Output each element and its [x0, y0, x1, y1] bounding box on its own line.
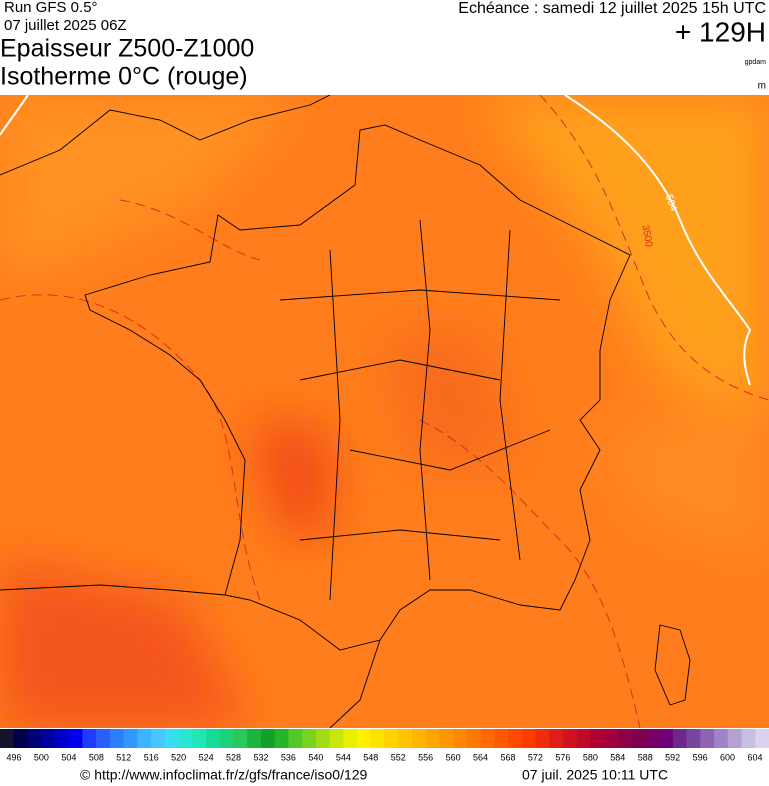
colorbar-cell: [617, 729, 633, 748]
colorbar-label: 584: [610, 752, 625, 762]
colorbar-label: 536: [281, 752, 296, 762]
colorbar-cell: [508, 729, 523, 748]
colorbar-cell: [370, 729, 385, 748]
colorbar-label: 548: [363, 752, 378, 762]
colorbar-cell: [260, 729, 276, 748]
colorbar-label: 572: [528, 752, 543, 762]
colorbar-cell: [164, 729, 180, 748]
colorbar-cell: [741, 729, 756, 748]
colorbar-label: 560: [446, 752, 461, 762]
colorbar-label: 516: [144, 752, 159, 762]
colorbar-cell: [13, 729, 28, 748]
colorbar-cell: [521, 729, 537, 748]
colorbar-label: 496: [6, 752, 21, 762]
colorbar-cell: [178, 729, 193, 748]
colorbar-label: 552: [391, 752, 406, 762]
colorbar-label: 504: [61, 752, 76, 762]
colorbar-label: 556: [418, 752, 433, 762]
colorbar-cell: [137, 729, 152, 748]
colorbar-cell: [288, 729, 303, 748]
colorbar-cell: [151, 729, 166, 748]
colorbar-cell: [425, 729, 440, 748]
colorbar-cell: [714, 729, 729, 748]
colorbar-cell: [233, 729, 248, 748]
colorbar-cell: [54, 729, 70, 748]
unit: m: [758, 81, 766, 92]
colorbar-cell: [82, 729, 97, 748]
colorbar-cell: [27, 729, 42, 748]
colorbar-cell: [672, 729, 688, 748]
colorbar-cell: [727, 729, 743, 748]
colorbar-label: 604: [747, 752, 762, 762]
colorbar-cell: [576, 729, 591, 748]
colorbar-label: 576: [555, 752, 570, 762]
colorbar-label: 544: [336, 752, 351, 762]
colorbar-cell: [631, 729, 646, 748]
colorbar-label: 592: [665, 752, 680, 762]
run-label: Run GFS 0.5°: [4, 0, 98, 16]
colorbar-label: 508: [89, 752, 104, 762]
colorbar-cell: [205, 729, 221, 748]
colorbar-label: 600: [720, 752, 735, 762]
colorbar-cell: [563, 729, 578, 748]
colorbar-label: 580: [583, 752, 598, 762]
colorbar-cell: [41, 729, 56, 748]
colorbar-cell: [453, 729, 468, 748]
colorbar-cell: [343, 729, 358, 748]
colorbar-label: 512: [116, 752, 131, 762]
colorbar-cell: [700, 729, 715, 748]
colorbar-cell: [357, 729, 372, 748]
colorbar-cell: [535, 729, 550, 748]
colorbar-label: 520: [171, 752, 186, 762]
colorbar-label: 524: [199, 752, 214, 762]
run-date: 07 juillet 2025 06Z: [4, 17, 127, 34]
colorbar-cell: [219, 729, 234, 748]
colorbar-cell: [411, 729, 427, 748]
contour-label: 3500: [639, 224, 654, 248]
colorbar-cell: [686, 729, 701, 748]
colorbar-cell: [439, 729, 454, 748]
colorbar-label: 500: [34, 752, 49, 762]
colorbar-cell: [274, 729, 289, 748]
colorbar-cell: [604, 729, 619, 748]
colorbar-cell: [384, 729, 399, 748]
lead-time: + 129H: [675, 16, 766, 47]
colorbar-cell: [315, 729, 331, 748]
colorbar-cell: [123, 729, 138, 748]
colorbar-cell: [755, 729, 769, 748]
title-line: Epaisseur Z500-Z1000: [0, 35, 254, 63]
colorbar-cell: [398, 729, 413, 748]
colorbar-cell: [645, 729, 660, 748]
colorbar-label: 564: [473, 752, 488, 762]
colorbar-label: 596: [693, 752, 708, 762]
colorbar-cell: [68, 729, 83, 748]
colorbar-cell: [590, 729, 605, 748]
colorbar-cell: [192, 729, 207, 748]
colorbar-cell: [659, 729, 674, 748]
colorbar-cell: [0, 729, 15, 748]
colorbar-label: 540: [308, 752, 323, 762]
colorbar-label: 528: [226, 752, 241, 762]
colorbar-cell: [96, 729, 111, 748]
colorbar-label: 532: [253, 752, 268, 762]
colorbar-cell: [302, 729, 317, 748]
colorbar-cell: [247, 729, 262, 748]
colorbar-label: 568: [500, 752, 515, 762]
footer-date: 07 juil. 2025 10:11 UTC: [522, 767, 668, 783]
title-line: Isotherme 0°C (rouge): [0, 63, 248, 91]
colorbar-cell: [109, 729, 125, 748]
colorbar-cell: [480, 729, 495, 748]
colorbar-label: 588: [638, 752, 653, 762]
colorbar-cell: [466, 729, 482, 748]
colorbar-cell: [494, 729, 509, 748]
map-area: 564 3500: [0, 95, 769, 728]
forecast-time: Echéance : samedi 12 juillet 2025 15h UT…: [458, 0, 766, 17]
unit: gpdam: [745, 59, 767, 66]
colorbar-cell: [549, 729, 564, 748]
colorbar-cell: [329, 729, 344, 748]
footer-source: © http://www.infoclimat.fr/z/gfs/france/…: [80, 767, 368, 783]
